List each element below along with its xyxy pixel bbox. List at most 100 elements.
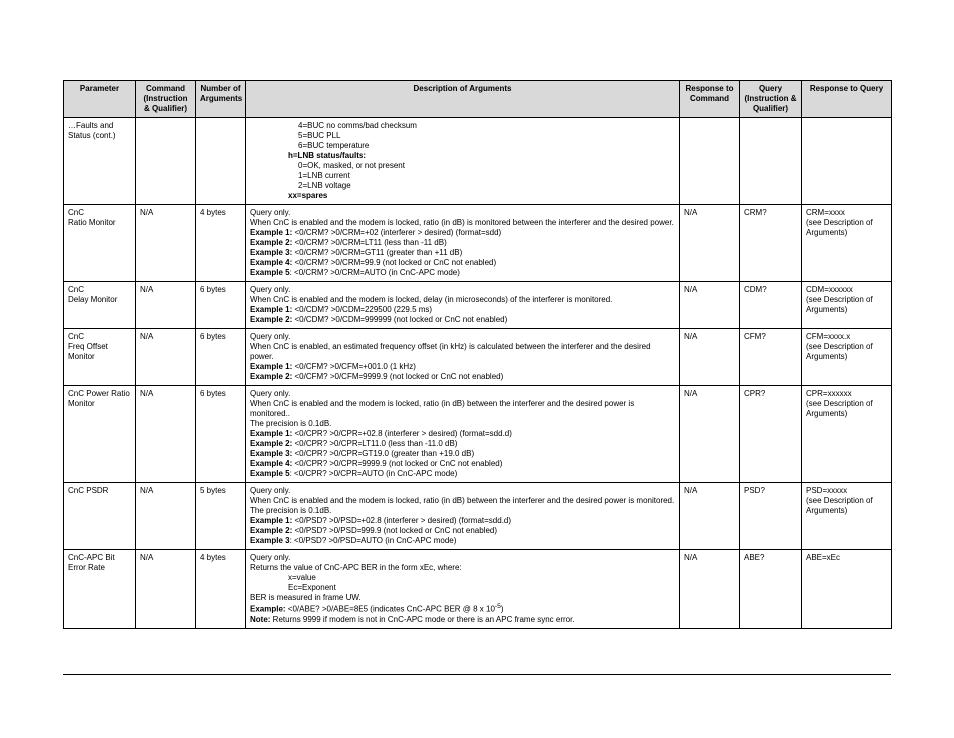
- desc-line: Example 1: <0/CPR? >0/CPR=+02.8 (interfe…: [250, 429, 675, 439]
- table-row: CnC-APC Bit Error Rate N/A 4 bytes Query…: [64, 550, 892, 629]
- desc-line: When CnC is enabled and the modem is loc…: [250, 496, 675, 506]
- cell-cmd: N/A: [136, 550, 196, 629]
- cell-resp: N/A: [680, 329, 740, 386]
- cell-query: CDM?: [740, 282, 802, 329]
- cell-num: 4 bytes: [196, 205, 246, 282]
- desc-line: xx=spares: [250, 191, 675, 201]
- desc-line: 6=BUC temperature: [250, 141, 675, 151]
- desc-line: Example 2: <0/CRM? >0/CRM=LT11 (less tha…: [250, 238, 675, 248]
- col-number: Number of Arguments: [196, 81, 246, 118]
- cell-cmd: N/A: [136, 329, 196, 386]
- cell-param: CnC PSDR: [64, 483, 136, 550]
- cell-cmd: [136, 118, 196, 205]
- desc-line: Example 3: <0/CRM? >0/CRM=GT11 (greater …: [250, 248, 675, 258]
- cell-resp: N/A: [680, 483, 740, 550]
- desc-line: The precision is 0.1dB.: [250, 506, 675, 516]
- desc-line: Example 2: <0/CPR? >0/CPR=LT11.0 (less t…: [250, 439, 675, 449]
- cell-num: 6 bytes: [196, 282, 246, 329]
- cell-query: CFM?: [740, 329, 802, 386]
- cell-query: [740, 118, 802, 205]
- desc-line: When CnC is enabled and the modem is loc…: [250, 218, 675, 228]
- table-row: CnC Freq Offset Monitor N/A 6 bytes Quer…: [64, 329, 892, 386]
- desc-line: Query only.: [250, 332, 675, 342]
- cell-num: [196, 118, 246, 205]
- cell-rq: CRM=xxxx (see Description of Arguments): [802, 205, 892, 282]
- cell-resp: N/A: [680, 386, 740, 483]
- desc-line: Query only.: [250, 486, 675, 496]
- desc-line: Example 5: <0/CRM? >0/CRM=AUTO (in CnC-A…: [250, 268, 675, 278]
- desc-line: h=LNB status/faults:: [250, 151, 675, 161]
- cell-rq: CFM=xxxx.x (see Description of Arguments…: [802, 329, 892, 386]
- cell-desc: Query only. When CnC is enabled and the …: [246, 483, 680, 550]
- desc-line: Example 4: <0/CRM? >0/CRM=99.9 (not lock…: [250, 258, 675, 268]
- table-row: CnC Ratio Monitor N/A 4 bytes Query only…: [64, 205, 892, 282]
- cell-query: CPR?: [740, 386, 802, 483]
- cell-rq: CPR=xxxxxx (see Description of Arguments…: [802, 386, 892, 483]
- cell-desc: Query only. When CnC is enabled and the …: [246, 282, 680, 329]
- cell-rq: PSD=xxxxx (see Description of Arguments): [802, 483, 892, 550]
- cell-query: ABE?: [740, 550, 802, 629]
- cell-query: CRM?: [740, 205, 802, 282]
- desc-line: Query only.: [250, 553, 675, 563]
- desc-line: Query only.: [250, 389, 675, 399]
- cell-param: …Faults and Status (cont.): [64, 118, 136, 205]
- desc-line: 4=BUC no comms/bad checksum: [250, 121, 675, 131]
- col-query: Query (Instruction & Qualifier): [740, 81, 802, 118]
- desc-line: Example 4: <0/CPR? >0/CPR=9999.9 (not lo…: [250, 459, 675, 469]
- desc-line: Query only.: [250, 208, 675, 218]
- cell-rq: [802, 118, 892, 205]
- desc-line: When CnC is enabled and the modem is loc…: [250, 399, 675, 419]
- desc-line: Example 1: <0/PSD? >0/PSD=+02.8 (interfe…: [250, 516, 675, 526]
- desc-line: Note: Returns 9999 if modem is not in Cn…: [250, 615, 675, 625]
- table-row: CnC Delay Monitor N/A 6 bytes Query only…: [64, 282, 892, 329]
- cell-desc: Query only. Returns the value of CnC-APC…: [246, 550, 680, 629]
- desc-line: Example 1: <0/CFM? >0/CFM=+001.0 (1 kHz): [250, 362, 675, 372]
- cell-desc: Query only. When CnC is enabled and the …: [246, 205, 680, 282]
- desc-line: Query only.: [250, 285, 675, 295]
- desc-line: 5=BUC PLL: [250, 131, 675, 141]
- cell-cmd: N/A: [136, 483, 196, 550]
- table-row: CnC PSDR N/A 5 bytes Query only. When Cn…: [64, 483, 892, 550]
- desc-line: x=value: [250, 573, 675, 583]
- col-description: Description of Arguments: [246, 81, 680, 118]
- cell-resp: N/A: [680, 205, 740, 282]
- desc-line: Example 3: <0/CPR? >0/CPR=GT19.0 (greate…: [250, 449, 675, 459]
- cell-param: CnC Freq Offset Monitor: [64, 329, 136, 386]
- desc-line: 2=LNB voltage: [250, 181, 675, 191]
- cell-desc: Query only. When CnC is enabled and the …: [246, 386, 680, 483]
- footer-rule: [63, 674, 891, 675]
- cell-rq: ABE=xEc: [802, 550, 892, 629]
- cell-param: CnC Ratio Monitor: [64, 205, 136, 282]
- cell-param: CnC Power Ratio Monitor: [64, 386, 136, 483]
- header-row: Parameter Command (Instruction & Qualifi…: [64, 81, 892, 118]
- desc-line: The precision is 0.1dB.: [250, 419, 675, 429]
- desc-line: Example 5: <0/CPR? >0/CPR=AUTO (in CnC-A…: [250, 469, 675, 479]
- col-response: Response to Command: [680, 81, 740, 118]
- desc-line: Example 1: <0/CDM? >0/CDM=229500 (229.5 …: [250, 305, 675, 315]
- cell-rq: CDM=xxxxxx (see Description of Arguments…: [802, 282, 892, 329]
- cell-num: 4 bytes: [196, 550, 246, 629]
- cell-cmd: N/A: [136, 205, 196, 282]
- col-resp-query: Response to Query: [802, 81, 892, 118]
- cell-desc: 4=BUC no comms/bad checksum 5=BUC PLL 6=…: [246, 118, 680, 205]
- cell-param: CnC Delay Monitor: [64, 282, 136, 329]
- cell-cmd: N/A: [136, 282, 196, 329]
- table-row: …Faults and Status (cont.) 4=BUC no comm…: [64, 118, 892, 205]
- desc-line: When CnC is enabled, an estimated freque…: [250, 342, 675, 362]
- cell-resp: [680, 118, 740, 205]
- desc-line: Returns the value of CnC-APC BER in the …: [250, 563, 675, 573]
- cell-resp: N/A: [680, 282, 740, 329]
- cell-desc: Query only. When CnC is enabled, an esti…: [246, 329, 680, 386]
- desc-line: Ec=Exponent: [250, 583, 675, 593]
- table-row: CnC Power Ratio Monitor N/A 6 bytes Quer…: [64, 386, 892, 483]
- cell-num: 5 bytes: [196, 483, 246, 550]
- desc-line: 0=OK, masked, or not present: [250, 161, 675, 171]
- cell-num: 6 bytes: [196, 386, 246, 483]
- desc-line: When CnC is enabled and the modem is loc…: [250, 295, 675, 305]
- spec-table: Parameter Command (Instruction & Qualifi…: [63, 80, 892, 629]
- cell-resp: N/A: [680, 550, 740, 629]
- cell-param: CnC-APC Bit Error Rate: [64, 550, 136, 629]
- desc-line: Example 3: <0/PSD? >0/PSD=AUTO (in CnC-A…: [250, 536, 675, 546]
- desc-line: Example 2: <0/CFM? >0/CFM=9999.9 (not lo…: [250, 372, 675, 382]
- desc-line: Example 1: <0/CRM? >0/CRM=+02 (interfere…: [250, 228, 675, 238]
